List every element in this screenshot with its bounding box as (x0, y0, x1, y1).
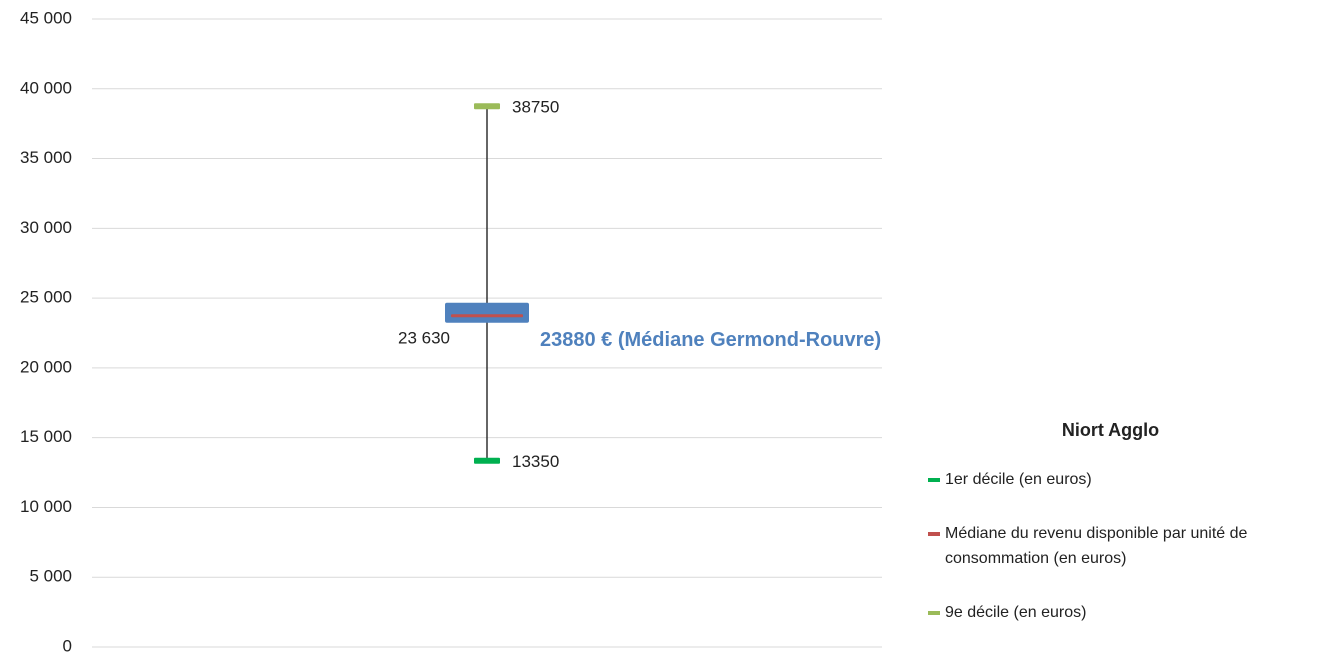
legend-label: Médiane du revenu disponible par unité d… (945, 525, 1248, 567)
y-tick-label: 0 (63, 636, 72, 655)
marker (451, 314, 523, 318)
highlight-label: 23880 € (Médiane Germond-Rouvre) (540, 329, 881, 351)
legend-swatch (928, 478, 940, 482)
y-tick-label: 30 000 (20, 218, 72, 237)
legend-item: 9e décile (en euros) (928, 600, 1313, 625)
legend-item: Médiane du revenu disponible par unité d… (928, 521, 1313, 571)
legend-item: 1er décile (en euros) (928, 467, 1313, 492)
y-tick-label: 5 000 (29, 567, 72, 586)
data-label: 13350 (512, 452, 559, 471)
legend-title: Niort Agglo (1061, 420, 1160, 440)
y-tick-label: 45 000 (20, 8, 72, 27)
legend: Niort Agglo 1er décile (en euros) Médiane… (928, 420, 1313, 654)
y-tick-label: 35 000 (20, 148, 72, 167)
marker (474, 457, 500, 464)
legend-label: 9e décile (en euros) (945, 604, 1087, 621)
y-tick-label: 25 000 (20, 288, 72, 307)
legend-swatch (928, 611, 940, 615)
highlight-marker (445, 302, 529, 323)
y-tick-label: 40 000 (20, 78, 72, 97)
y-tick-label: 10 000 (20, 497, 72, 516)
y-tick-label: 15 000 (20, 427, 72, 446)
y-tick-label: 20 000 (20, 357, 72, 376)
marker (474, 103, 500, 110)
legend-swatch (928, 532, 940, 536)
data-label: 23 630 (398, 329, 450, 348)
legend-label: 1er décile (en euros) (945, 471, 1092, 488)
data-label: 38750 (512, 98, 559, 117)
